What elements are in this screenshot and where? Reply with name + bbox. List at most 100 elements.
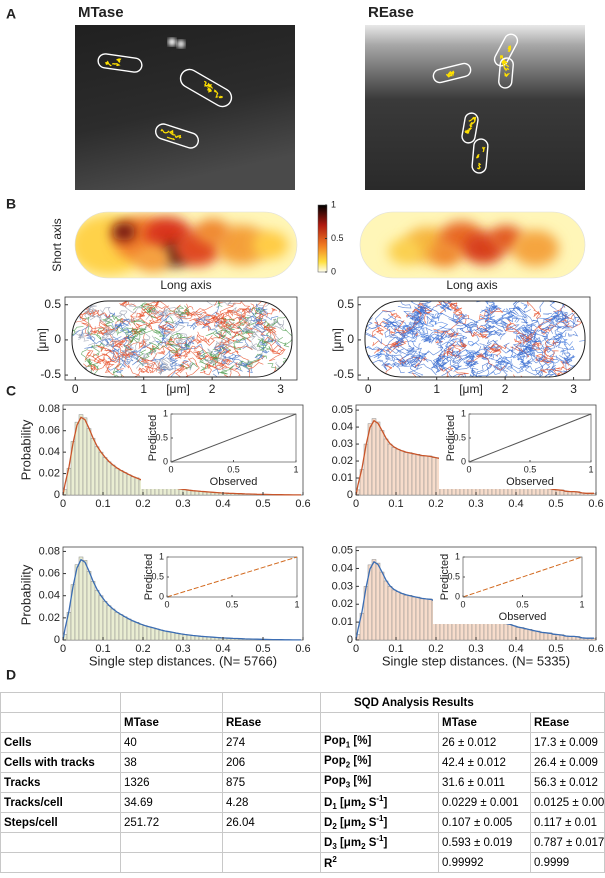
track bbox=[167, 344, 182, 357]
track bbox=[255, 313, 267, 326]
track bbox=[271, 345, 285, 355]
row-label: D1 [μm2 S-1] bbox=[320, 792, 439, 813]
track bbox=[97, 353, 111, 371]
track bbox=[508, 301, 519, 316]
track bbox=[203, 80, 213, 88]
track bbox=[466, 353, 506, 371]
y-tick-label: 0 bbox=[54, 489, 60, 501]
track bbox=[106, 352, 121, 363]
cell: 26.04 bbox=[222, 812, 321, 833]
x-tick-label: 0 bbox=[353, 643, 359, 655]
track bbox=[510, 354, 520, 361]
x-tick-label: 0.4 bbox=[215, 643, 230, 655]
label-part: S bbox=[365, 836, 377, 849]
track bbox=[491, 307, 520, 324]
track bbox=[266, 307, 278, 318]
cell-outline bbox=[155, 123, 199, 149]
label-part: -1 bbox=[376, 793, 384, 803]
cell: 0.117 ± 0.01 bbox=[529, 812, 605, 833]
inset-y-label: Predicted bbox=[445, 415, 457, 461]
col-header: REase bbox=[222, 712, 321, 733]
track bbox=[84, 346, 94, 349]
y-tick-label: 0.03 bbox=[332, 438, 353, 450]
x-tick-label: 0.3 bbox=[468, 643, 483, 655]
track bbox=[218, 95, 223, 99]
bar bbox=[86, 571, 92, 641]
label-part: ] bbox=[383, 836, 388, 849]
track bbox=[136, 357, 156, 364]
bar bbox=[555, 634, 561, 641]
inset-x-tick-label: 1 bbox=[294, 599, 299, 609]
track bbox=[519, 361, 527, 372]
heat-blob bbox=[112, 222, 136, 241]
track bbox=[182, 345, 208, 359]
track bbox=[139, 336, 163, 360]
track bbox=[444, 301, 465, 312]
cell bbox=[97, 53, 143, 73]
track bbox=[480, 324, 492, 330]
track bbox=[365, 317, 382, 345]
track bbox=[522, 344, 545, 352]
bar bbox=[371, 559, 377, 641]
track bbox=[129, 314, 152, 327]
track bbox=[532, 325, 548, 335]
cell bbox=[155, 123, 199, 149]
track bbox=[409, 363, 424, 376]
track bbox=[206, 87, 213, 93]
track bbox=[557, 359, 570, 370]
inset-x-label: Observed bbox=[210, 476, 258, 488]
y-tick-label: 0.04 bbox=[39, 590, 60, 602]
cell: 56.3 ± 0.012 bbox=[529, 772, 605, 793]
bar bbox=[407, 452, 413, 496]
y-tick-label: 0.02 bbox=[332, 598, 353, 610]
track bbox=[104, 60, 112, 67]
x-tick-label: 0.6 bbox=[588, 643, 603, 655]
track bbox=[209, 351, 219, 366]
track bbox=[250, 315, 264, 330]
cell-outline bbox=[493, 33, 519, 67]
track bbox=[375, 327, 385, 336]
y-tick-label: 0.02 bbox=[332, 455, 353, 467]
track bbox=[490, 343, 503, 353]
track bbox=[223, 366, 232, 377]
cell: 0.107 ± 0.005 bbox=[438, 812, 531, 833]
cell-outline bbox=[432, 62, 472, 84]
y-tick-label: 0.04 bbox=[39, 446, 60, 458]
track bbox=[132, 302, 151, 311]
inset-x-label: Observed bbox=[506, 476, 554, 488]
heat-blob bbox=[252, 231, 289, 259]
track bbox=[266, 332, 280, 343]
track bbox=[476, 153, 480, 159]
bar bbox=[114, 612, 120, 641]
track bbox=[212, 360, 227, 371]
track bbox=[104, 364, 115, 376]
track bbox=[74, 329, 82, 340]
track bbox=[406, 355, 425, 367]
bar bbox=[527, 629, 533, 641]
track bbox=[549, 301, 563, 310]
heat-blob bbox=[512, 230, 559, 267]
track bbox=[166, 136, 175, 141]
track bbox=[97, 321, 116, 336]
col-header: REase bbox=[529, 712, 605, 733]
track bbox=[382, 310, 402, 320]
track bbox=[465, 331, 487, 338]
track bbox=[456, 354, 473, 368]
inset-x-tick-label: 0 bbox=[466, 464, 471, 474]
track bbox=[554, 324, 571, 334]
cell: 42.4 ± 0.012 bbox=[438, 752, 531, 773]
track bbox=[421, 334, 435, 344]
label-part: 2 bbox=[361, 802, 366, 812]
cell: 0.99992 bbox=[438, 852, 531, 873]
track bbox=[186, 334, 205, 344]
y-tick-label: 0 bbox=[347, 634, 353, 646]
cell: 17.3 ± 0.009 bbox=[529, 732, 605, 753]
inset-y-tick-label: 0.5 bbox=[447, 571, 460, 581]
track bbox=[493, 317, 508, 328]
bar bbox=[146, 626, 152, 641]
x-tick-label: 0.6 bbox=[295, 643, 310, 655]
track bbox=[395, 335, 415, 357]
track bbox=[174, 134, 182, 139]
track bbox=[468, 373, 477, 377]
bar bbox=[427, 598, 433, 641]
